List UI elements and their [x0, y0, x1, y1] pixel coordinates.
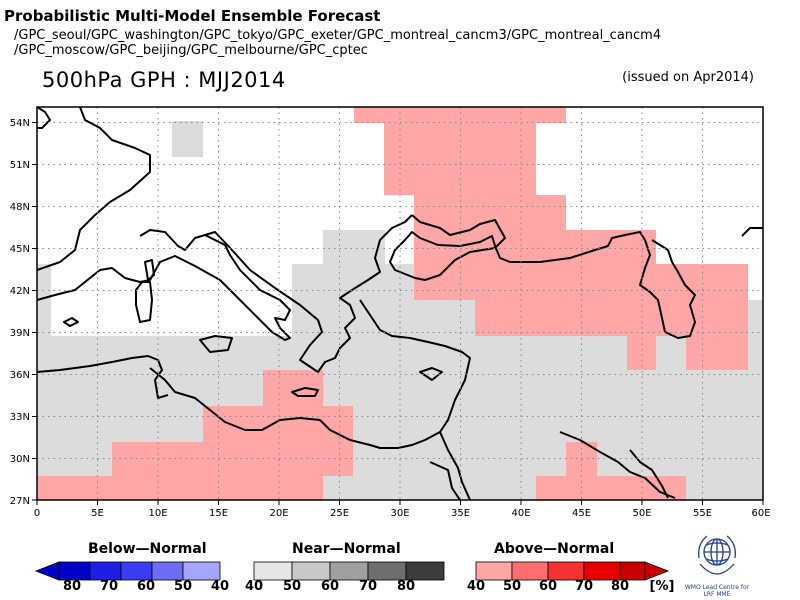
- lon-label: 15E: [209, 508, 228, 519]
- legend-near-label: 60: [320, 579, 340, 594]
- above-swatch: [547, 561, 585, 581]
- coast-sardinia: [135, 281, 153, 323]
- lat-label: 39N: [10, 328, 30, 339]
- below-arrow: [34, 561, 60, 581]
- above-swatch: [475, 561, 513, 581]
- wmo-logo-text-line2: LRF MME: [703, 591, 731, 598]
- lat-label: 27N: [10, 496, 30, 507]
- legend-below-normal-title: Below—Normal: [88, 541, 207, 557]
- lat-label: 51N: [10, 160, 30, 171]
- lon-label: 40E: [511, 508, 530, 519]
- below-swatch: [58, 561, 91, 581]
- probability-shading: [37, 107, 763, 500]
- above-swatch: [511, 561, 549, 581]
- graticule: [37, 107, 763, 500]
- above-arrow: [644, 561, 670, 581]
- lon-label: 10E: [148, 508, 167, 519]
- legend-above-label: 70: [574, 579, 594, 594]
- latitude-labels: 27N 30N 33N 36N 39N 42N 45N 48N 51N 54N: [10, 118, 30, 507]
- issued-date: (issued on Apr2014): [622, 70, 754, 85]
- near-swatch: [405, 561, 445, 581]
- coast-western-europe: [37, 107, 151, 271]
- lon-label: 45E: [572, 508, 591, 519]
- lon-label: 55E: [693, 508, 712, 519]
- legend-above-label: 60: [538, 579, 558, 594]
- coast-iberia-south: [37, 229, 291, 341]
- lat-label: 36N: [10, 370, 30, 381]
- legend-near-label: 40: [244, 579, 264, 594]
- lat-label: 30N: [10, 454, 30, 465]
- legend-above-normal-bar: [475, 561, 670, 581]
- coast-balkans: [204, 214, 413, 373]
- legend-above-label: 40: [466, 579, 486, 594]
- coast-turkey-levant: [149, 299, 471, 449]
- legend-below-label: 70: [99, 579, 119, 594]
- lon-label: 5E: [91, 508, 104, 519]
- legend-above-label: 50: [502, 579, 522, 594]
- coast-sicily: [199, 335, 233, 353]
- forecast-header-title: Probabilistic Multi-Model Ensemble Forec…: [4, 7, 381, 25]
- below-swatch: [182, 561, 221, 581]
- legend-below-label: 50: [173, 579, 193, 594]
- legend-below-label: 80: [62, 579, 82, 594]
- above-swatch: [619, 561, 646, 581]
- coast-caspian: [639, 239, 696, 339]
- lon-label: 35E: [451, 508, 470, 519]
- legend-below-label: 60: [136, 579, 156, 594]
- lat-label: 45N: [10, 244, 30, 255]
- wmo-logo: WMO Lead Centre for LRF MME: [682, 528, 752, 600]
- model-list-line-1: /GPC_seoul/GPC_washington/GPC_tokyo/GPC_…: [14, 28, 662, 43]
- legend-near-normal-title: Near—Normal: [292, 541, 401, 557]
- above-swatch: [583, 561, 621, 581]
- coast-balearic: [63, 317, 79, 327]
- legend-below-label: 40: [210, 579, 230, 594]
- lon-label: 0: [34, 508, 40, 519]
- below-swatch: [120, 561, 153, 581]
- legend-near-normal-bar: [253, 561, 445, 581]
- below-swatch: [151, 561, 184, 581]
- near-swatch: [253, 561, 293, 581]
- longitude-labels: 0 5E 10E 15E 20E 25E 30E 35E 40E 45E 50E…: [34, 508, 771, 519]
- lat-label: 33N: [10, 412, 30, 423]
- legend-near-label: 70: [358, 579, 378, 594]
- map-title: 500hPa GPH : MJJ2014: [42, 68, 286, 92]
- coast-red-sea: [429, 431, 471, 500]
- legend-near-label: 80: [396, 579, 416, 594]
- coast-aral: [741, 227, 763, 237]
- coast-corsica: [144, 259, 155, 281]
- lon-label: 50E: [632, 508, 651, 519]
- coast-britain: [37, 107, 51, 129]
- above-normal-shading: [37, 107, 748, 500]
- coast-crete: [291, 387, 319, 397]
- lat-label: 42N: [10, 286, 30, 297]
- model-list-line-2: /GPC_moscow/GPC_beijing/GPC_melbourne/GP…: [14, 43, 368, 58]
- lon-label: 60E: [751, 508, 770, 519]
- lon-label: 25E: [330, 508, 349, 519]
- legend-near-label: 50: [282, 579, 302, 594]
- lat-label: 48N: [10, 202, 30, 213]
- lat-label: 54N: [10, 118, 30, 129]
- lon-label: 20E: [269, 508, 288, 519]
- coast-cyprus: [419, 367, 443, 381]
- legend-unit-label: [%]: [649, 579, 675, 594]
- tick-marks: [32, 122, 764, 505]
- near-swatch: [367, 561, 407, 581]
- legend-above-normal-title: Above—Normal: [494, 541, 615, 557]
- near-swatch: [329, 561, 369, 581]
- legend-above-label: 80: [610, 579, 630, 594]
- below-swatch: [89, 561, 122, 581]
- lon-label: 30E: [390, 508, 409, 519]
- near-swatch: [291, 561, 331, 581]
- coast-north-africa: [37, 355, 169, 399]
- wmo-logo-text-line1: WMO Lead Centre for: [684, 584, 750, 591]
- wmo-emblem-icon: [698, 535, 736, 575]
- legend-below-normal-bar: [34, 561, 221, 581]
